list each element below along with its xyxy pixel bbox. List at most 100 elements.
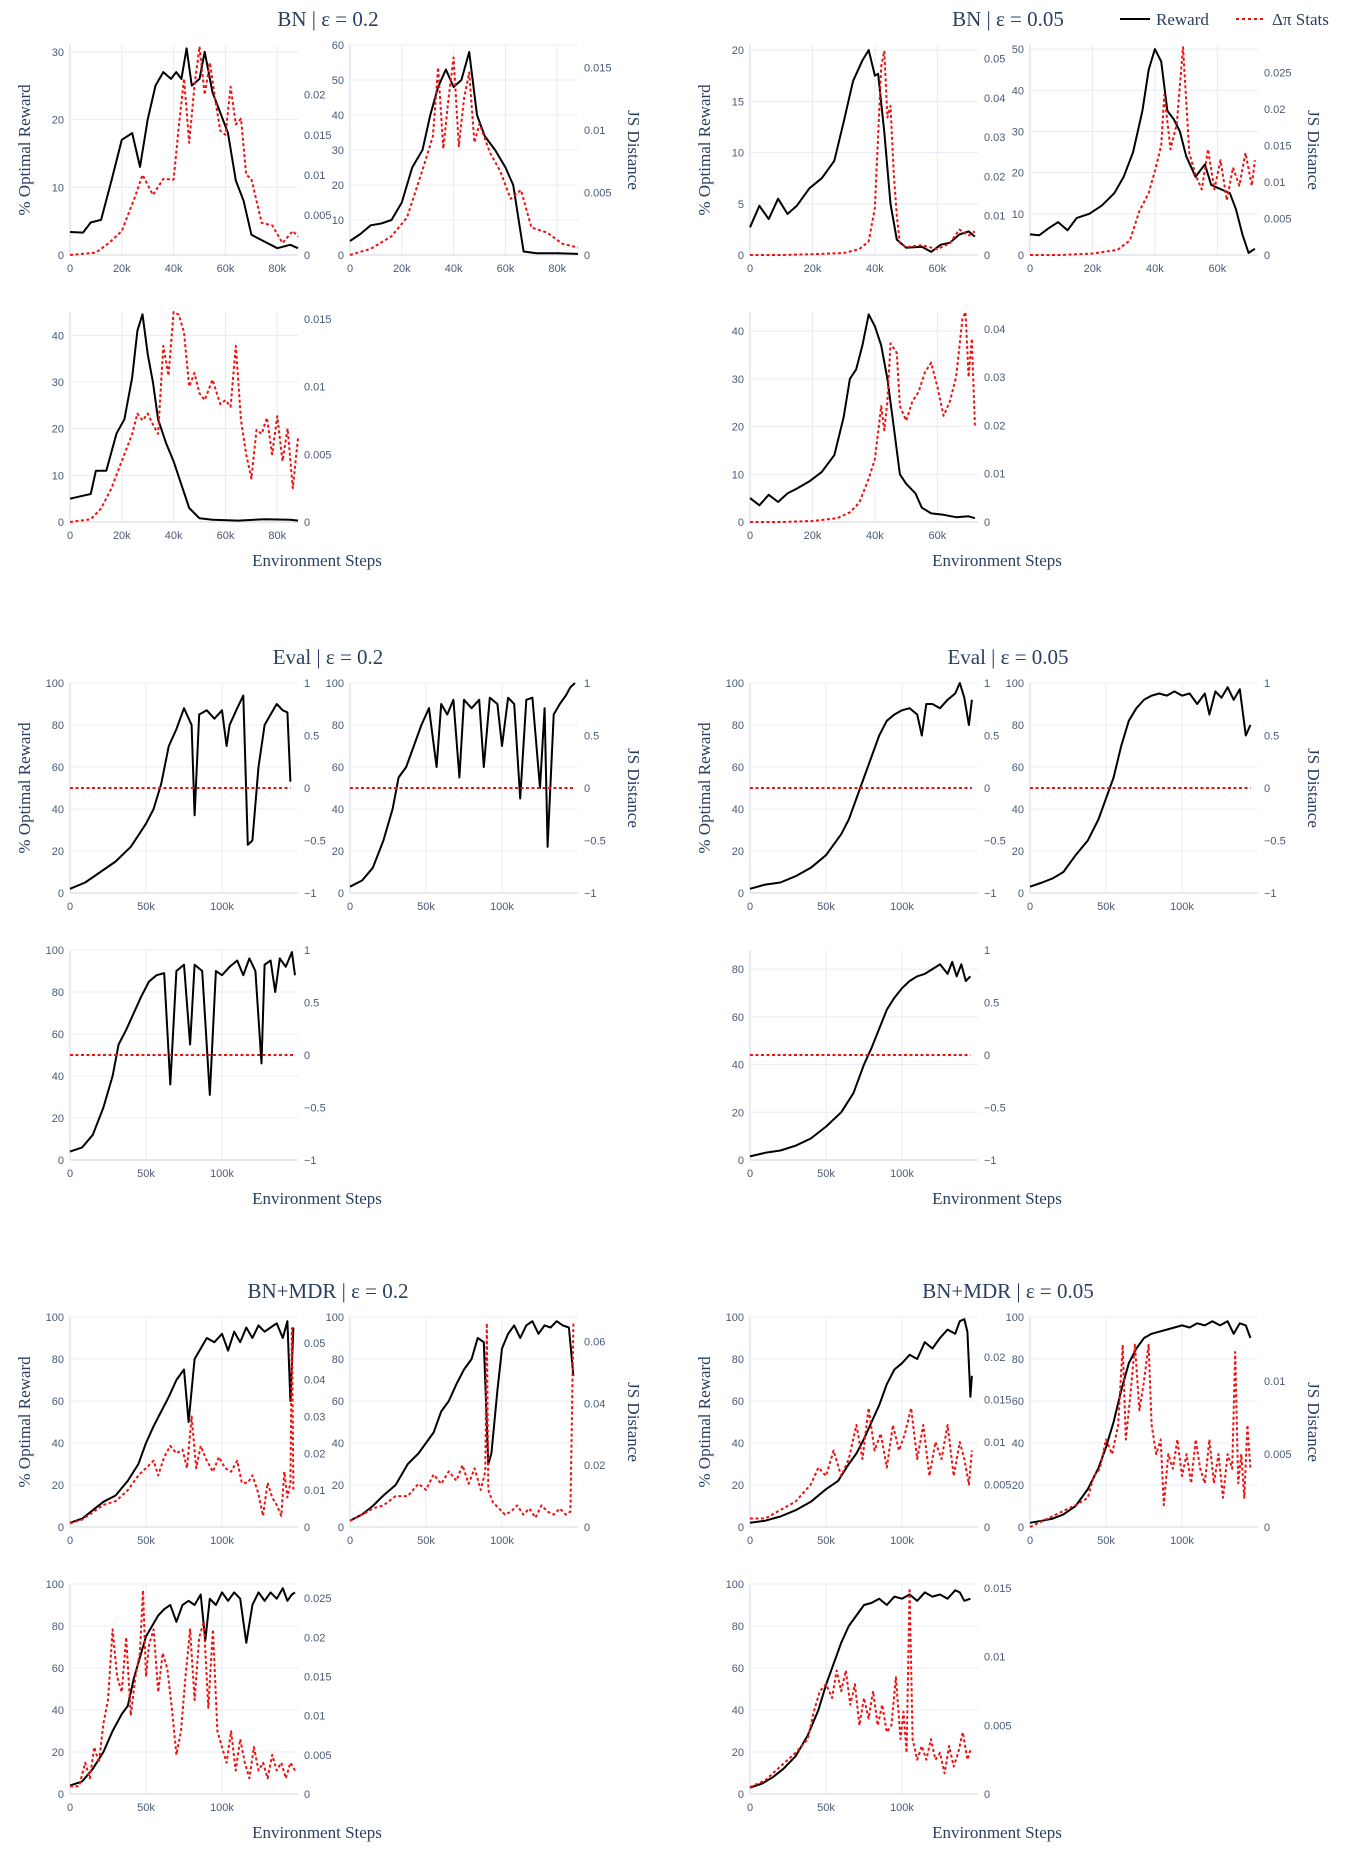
y-tick-label: 60 <box>52 1396 64 1408</box>
x-tick-label: 100k <box>1170 1535 1194 1547</box>
y-tick-label: 20 <box>1012 168 1024 180</box>
y-tick-label: 80 <box>52 987 64 999</box>
y2-axis-title: JS Distance <box>624 110 643 190</box>
dpi-stats-line <box>1029 1343 1252 1528</box>
y-axis-title: % Optimal Reward <box>15 1356 34 1488</box>
gridlines <box>749 45 978 256</box>
x-tick-label: 100k <box>890 1802 914 1814</box>
y2-tick-label: 1 <box>1264 678 1270 690</box>
x-tick-label: 50k <box>417 901 435 913</box>
y-tick-label: 60 <box>52 762 64 774</box>
y2-tick-label: 0 <box>304 517 310 529</box>
y2-tick-label: 0.01 <box>304 382 325 394</box>
reward-line <box>749 1318 973 1524</box>
legend-reward-label: Reward <box>1156 10 1209 29</box>
y2-tick-label: 0.01 <box>304 1485 325 1497</box>
y2-tick-label: 0.015 <box>1264 141 1292 153</box>
x-tick-label: 0 <box>67 1802 73 1814</box>
y-tick-label: 20 <box>732 1107 744 1119</box>
y-tick-label: 80 <box>732 964 744 976</box>
y-tick-label: 10 <box>52 182 64 194</box>
y-tick-label: 30 <box>332 145 344 157</box>
y-tick-label: 0 <box>58 888 64 900</box>
reward-line <box>749 49 976 253</box>
y-tick-label: 30 <box>732 374 744 386</box>
y2-tick-label: 0 <box>584 250 590 262</box>
x-tick-label: 80k <box>268 263 286 275</box>
y-tick-label: 60 <box>332 40 344 52</box>
x-tick-label: 40k <box>866 530 884 542</box>
x-tick-label: 100k <box>1170 901 1194 913</box>
y-tick-label: 40 <box>1012 1438 1024 1450</box>
subplot: 0 20 40 60 80 100 0 0.005 0.01 0.015 0.02 0.025 0 50k… <box>46 1579 382 1842</box>
y-tick-label: 50 <box>1012 44 1024 56</box>
y-tick-label: 80 <box>732 720 744 732</box>
zero-lines <box>69 1317 298 1528</box>
x-tick-label: 0 <box>747 1535 753 1547</box>
y2-tick-label: 0.015 <box>304 1671 332 1683</box>
y2-tick-label: −1 <box>984 888 997 900</box>
x-tick-label: 20k <box>113 263 131 275</box>
y-tick-label: 100 <box>326 678 344 690</box>
x-tick-label: 100k <box>490 1535 514 1547</box>
y2-tick-label: 0.02 <box>984 171 1005 183</box>
zero-lines <box>349 45 578 256</box>
y2-tick-label: 0 <box>304 1050 310 1062</box>
y-tick-label: 40 <box>1012 804 1024 816</box>
y-tick-label: 20 <box>732 422 744 434</box>
y2-tick-label: 0 <box>984 517 990 529</box>
y-tick-label: 100 <box>1006 678 1024 690</box>
y-tick-label: 30 <box>52 47 64 59</box>
dpi-stats-line <box>750 49 976 256</box>
y2-tick-label: −1 <box>304 888 317 900</box>
y2-tick-label: −1 <box>304 1155 317 1167</box>
y-tick-label: 50 <box>332 75 344 87</box>
zero-lines <box>1029 45 1258 256</box>
gridlines <box>69 45 298 256</box>
reward-line <box>69 951 296 1153</box>
y2-tick-label: 0.015 <box>304 130 332 142</box>
y2-tick-label: 0.04 <box>984 93 1005 105</box>
x-axis-title: Environment Steps <box>932 1189 1062 1208</box>
y-tick-label: 10 <box>332 215 344 227</box>
x-tick-label: 20k <box>1084 263 1102 275</box>
y2-tick-label: 0 <box>1264 783 1270 795</box>
subplot: 0 20 40 60 80 100 0 0.005 0.01 0.015 0 50k 100k Envir… <box>726 1579 1062 1842</box>
y2-tick-label: 1 <box>984 678 990 690</box>
y-axis-title: % Optimal Reward <box>695 1356 714 1488</box>
y-tick-label: 80 <box>1012 1354 1024 1366</box>
y2-tick-label: 0 <box>984 1050 990 1062</box>
x-tick-label: 40k <box>445 263 463 275</box>
x-tick-label: 100k <box>210 1535 234 1547</box>
subplot: 0 20 40 60 80 100 −1 −0.5 0 0.5 1 0 50k 100k JS Distan… <box>326 678 643 913</box>
y-tick-label: 0 <box>738 1522 744 1534</box>
reward-line <box>349 1320 575 1522</box>
y-tick-label: 20 <box>1012 1480 1024 1492</box>
subplot: 0 20 40 60 80 100 0 0.01 0.02 0.03 0.04 0.05 0 50k 100… <box>15 1279 408 1547</box>
x-tick-label: 60k <box>217 530 235 542</box>
dpi-stats-line <box>69 1327 295 1525</box>
subplot: 0 5 10 15 20 0 0.01 0.02 0.03 0.04 0.05 0 20k 40k 60k B… <box>695 7 1064 275</box>
x-axis-title: Environment Steps <box>252 551 382 570</box>
y2-tick-label: 0.5 <box>984 731 999 743</box>
y2-tick-label: 0 <box>304 783 310 795</box>
x-tick-label: 100k <box>210 1168 234 1180</box>
y2-tick-label: 0.015 <box>984 1394 1012 1406</box>
y2-tick-label: 0.005 <box>1264 1449 1292 1461</box>
x-axis-title: Environment Steps <box>252 1823 382 1842</box>
subplot-group-title: Eval | ε = 0.05 <box>947 645 1068 669</box>
y2-tick-label: 0.04 <box>304 1375 325 1387</box>
x-tick-label: 0 <box>1027 263 1033 275</box>
dpi-stats-line <box>749 1587 972 1789</box>
subplot: 0 10 20 30 40 0 0.01 0.02 0.03 0.04 0 20k 40k 60k Envi… <box>732 311 1062 570</box>
y2-tick-label: 0.005 <box>304 1750 332 1762</box>
x-tick-label: 50k <box>817 1168 835 1180</box>
x-axis-title: Environment Steps <box>252 1189 382 1208</box>
y2-tick-label: 0.015 <box>304 314 332 326</box>
y-tick-label: 60 <box>732 1012 744 1024</box>
y2-tick-label: 0 <box>584 1522 590 1534</box>
y-tick-label: 20 <box>732 846 744 858</box>
y2-tick-label: 0.06 <box>584 1337 605 1349</box>
subplot: 0 20 40 60 80 100 0 0.005 0.01 0 50k 100k JS Distanc… <box>1006 1312 1323 1547</box>
reward-line <box>749 682 973 890</box>
